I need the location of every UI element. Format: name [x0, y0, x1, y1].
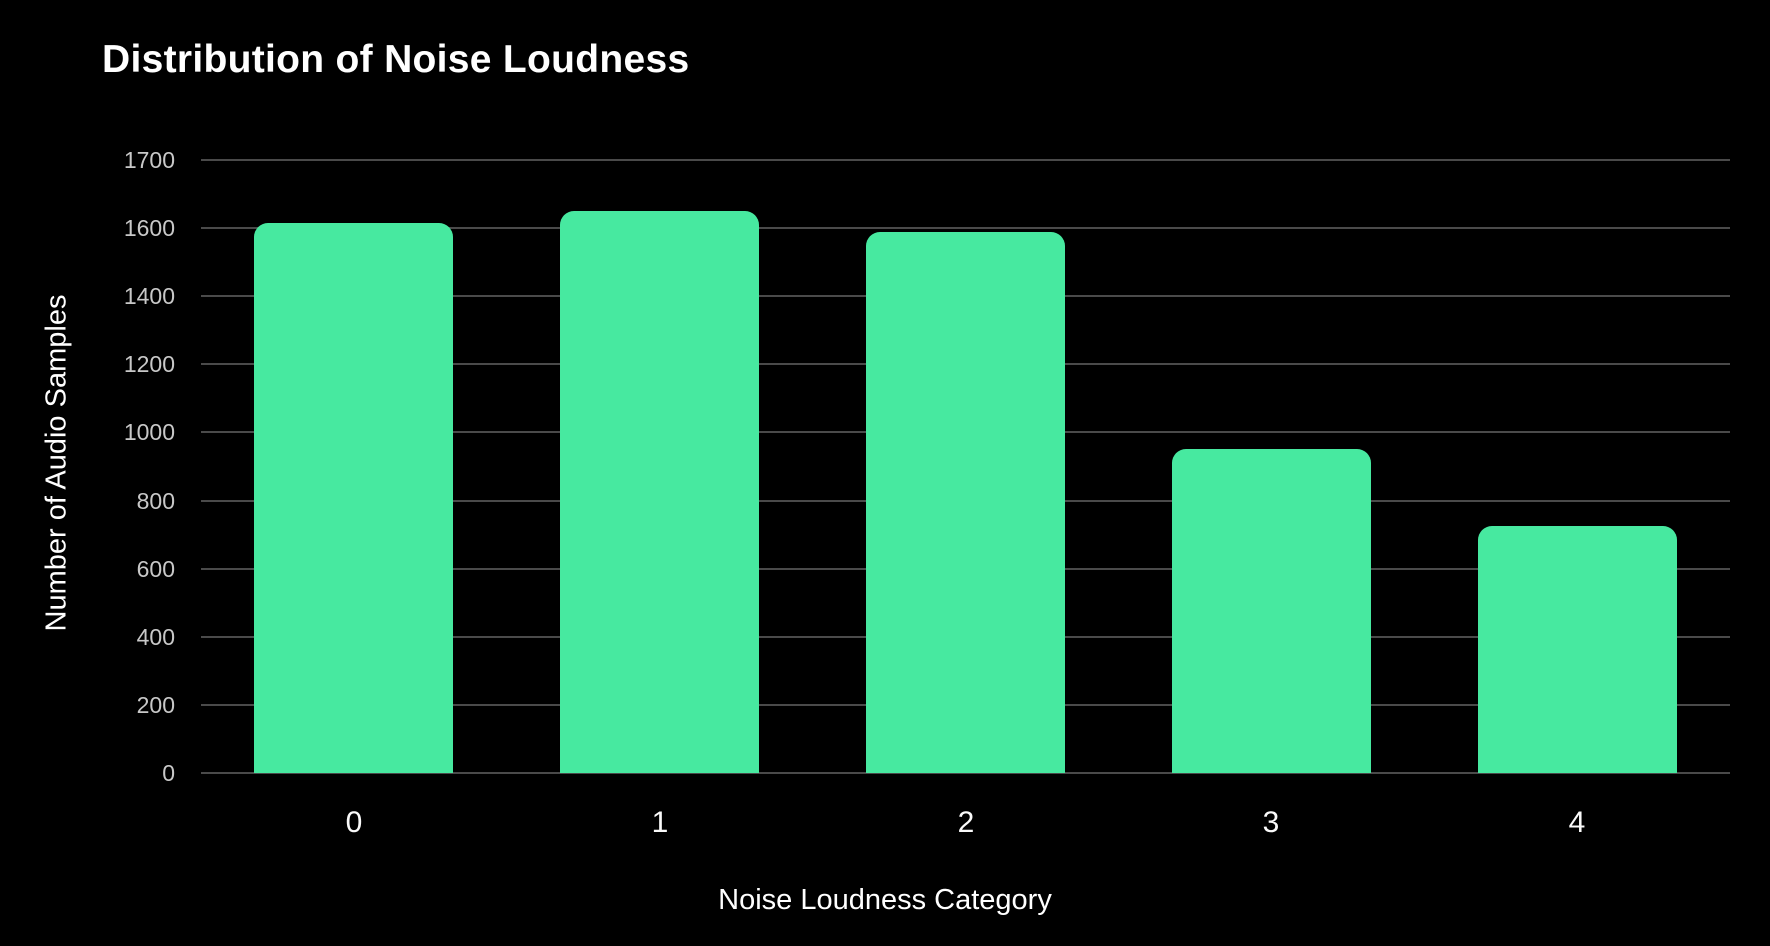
y-tick-label-1200: 1200	[123, 351, 175, 378]
y-tick-label-1700: 1700	[123, 147, 175, 173]
gridline-y-1600	[201, 227, 1730, 230]
x-tick-label-3: 3	[1262, 806, 1280, 839]
bar-category-2[interactable]	[866, 232, 1065, 773]
y-tick-label-800: 800	[136, 487, 175, 514]
y-tick-label-600: 600	[136, 555, 175, 582]
bar-category-1[interactable]	[560, 211, 759, 773]
y-tick-label-1000: 1000	[123, 419, 175, 446]
x-axis-title: Noise Loudness Category	[718, 884, 1052, 916]
x-tick-label-1: 1	[651, 806, 669, 839]
y-tick-label-200: 200	[136, 691, 175, 718]
x-tick-label-0: 0	[345, 806, 363, 839]
y-tick-label-400: 400	[136, 623, 175, 650]
plot-area	[201, 159, 1730, 774]
y-tick-label-0: 0	[162, 760, 175, 786]
gridline-y-0	[201, 772, 1730, 774]
x-tick-label-4: 4	[1568, 806, 1586, 839]
x-axis-tick-labels: 0 1 2 3 4	[201, 801, 1730, 845]
y-tick-label-1400: 1400	[123, 283, 175, 310]
x-tick-label-2: 2	[957, 806, 975, 839]
y-tick-label-1600: 1600	[123, 215, 175, 242]
y-axis-tick-labels: 0 200 400 600 800 1000 1200 1400 1600 1700	[0, 147, 175, 786]
gridline-y-1700	[201, 159, 1730, 161]
bar-category-4[interactable]	[1478, 526, 1677, 773]
bar-category-0[interactable]	[254, 223, 453, 773]
bar-category-3[interactable]	[1172, 449, 1371, 773]
chart-title: Distribution of Noise Loudness	[102, 38, 690, 81]
